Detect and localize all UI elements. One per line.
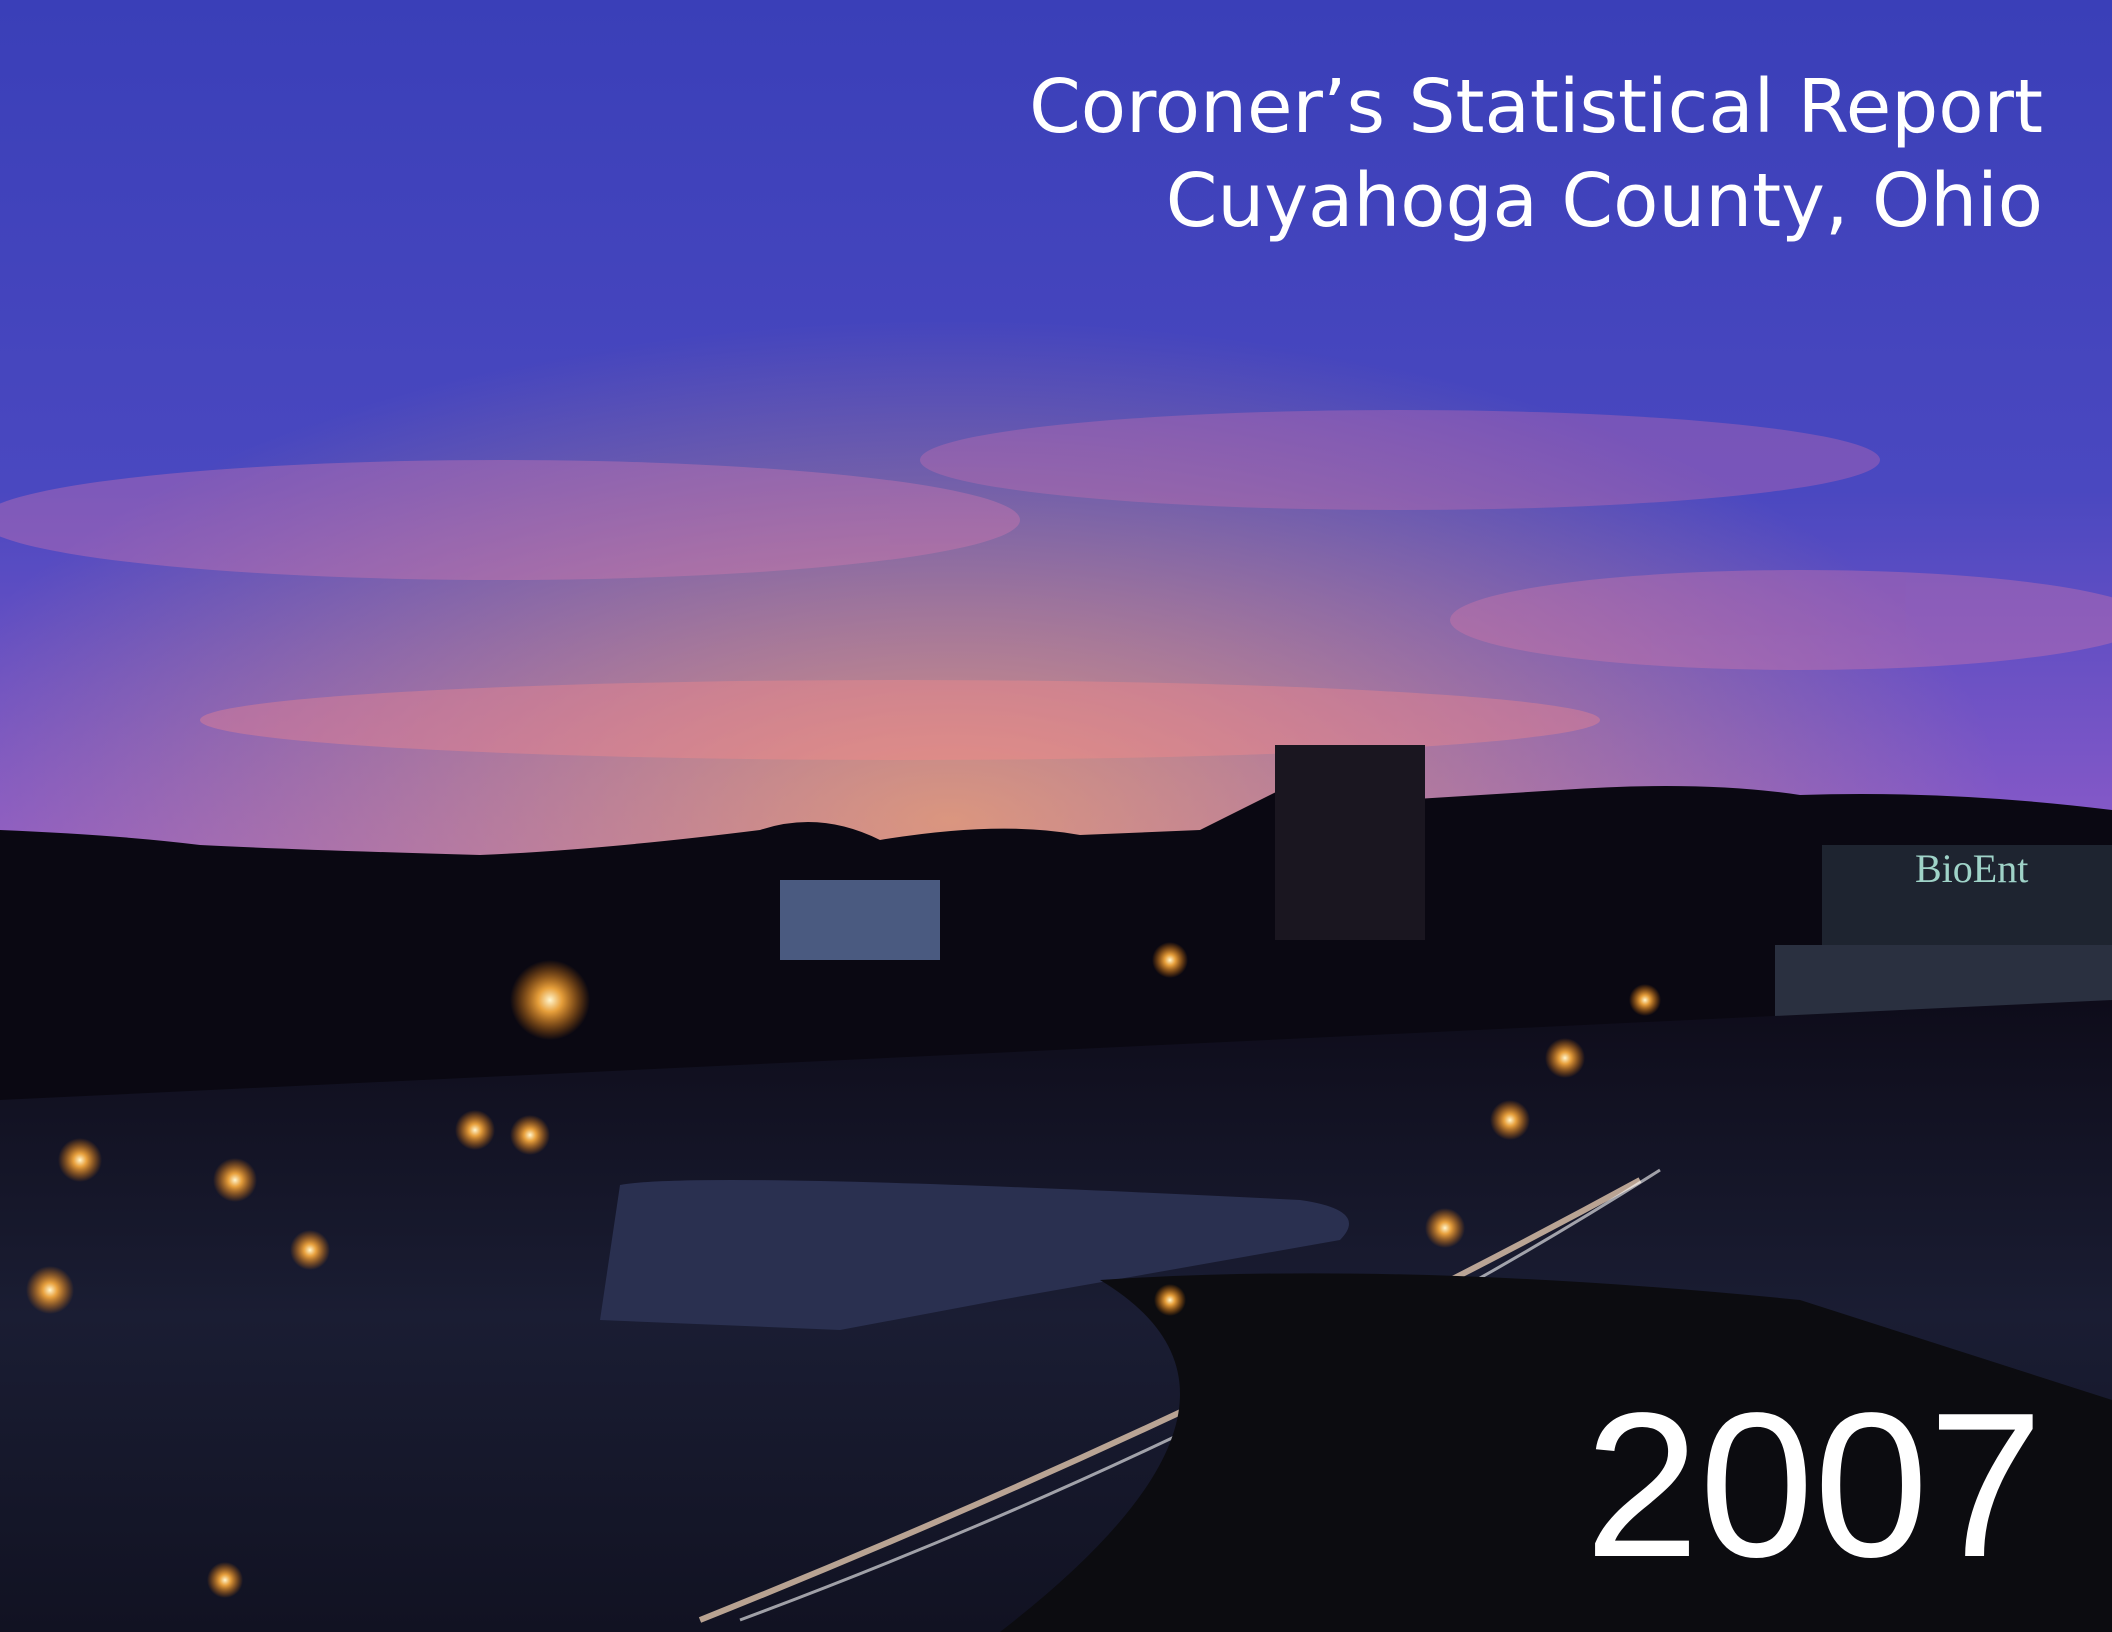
lamp — [1154, 1284, 1186, 1316]
lamp — [26, 1266, 74, 1314]
lamp — [1545, 1038, 1585, 1078]
report-title: Coroner’s Statistical Report — [1029, 64, 2043, 150]
lamp — [207, 1562, 243, 1598]
lamp-cluster — [510, 960, 590, 1040]
report-year: 2007 — [1585, 1370, 2043, 1600]
lamp — [510, 1115, 550, 1155]
trees-foreground — [1000, 1273, 2112, 1632]
report-subtitle: Cuyahoga County, Ohio — [1166, 158, 2043, 244]
building-sign: BioEnt — [1915, 846, 2028, 891]
building — [780, 880, 940, 960]
lamp — [213, 1158, 257, 1202]
lamp — [455, 1110, 495, 1150]
lamp — [1490, 1100, 1530, 1140]
street-lamps — [26, 942, 1661, 1598]
clouds — [0, 410, 2112, 760]
bus-station — [600, 1180, 1349, 1330]
lamp — [1629, 984, 1661, 1016]
lamp — [1152, 942, 1188, 978]
lamp — [290, 1230, 330, 1270]
lamp — [58, 1138, 102, 1182]
tower — [1275, 745, 1425, 940]
lamp — [1425, 1208, 1465, 1248]
sign-building — [1822, 845, 2112, 945]
